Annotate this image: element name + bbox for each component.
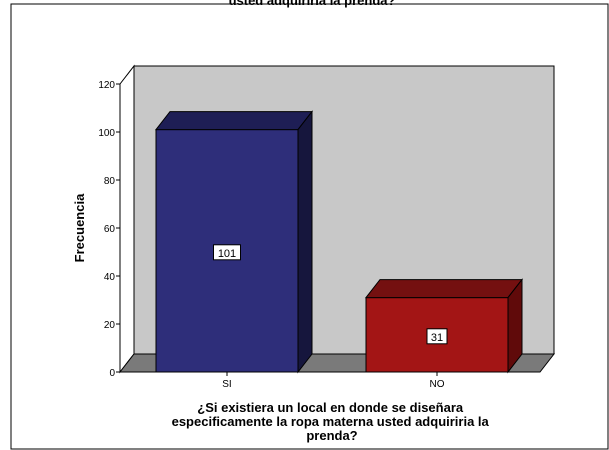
bar-side-0	[297, 110, 313, 374]
data-label-box-0	[213, 244, 241, 261]
x-axis-label: ¿Si existiera un local en donde se diseñ…	[172, 400, 493, 443]
y-tick-label-2: 40	[104, 272, 116, 283]
x-axis-label-line-3: prenda?	[306, 428, 357, 443]
bars: 101 31	[154, 110, 524, 374]
bar-si: 101	[154, 110, 314, 374]
y-tick-label-6: 120	[98, 80, 115, 91]
chart-title: usted adquiriria la prenda?	[229, 0, 396, 8]
x-tick-label-1: NO	[430, 379, 445, 390]
bar-side-1	[507, 278, 523, 374]
data-label-box-1	[426, 328, 448, 345]
x-tick-label-0: SI	[222, 379, 231, 390]
bar-front-0	[155, 129, 299, 373]
bar-no: 31	[364, 278, 524, 374]
data-label-1: 31	[431, 332, 443, 344]
x-axis-label-line-1: ¿Si existiera un local en donde se diseñ…	[197, 400, 464, 415]
data-label-0: 101	[218, 248, 236, 260]
bar-top-1	[364, 279, 524, 299]
x-axis-label-line-2: especificamente la ropa materna usted ad…	[172, 414, 490, 429]
y-tick-label-3: 60	[104, 224, 116, 235]
y-tick-label-0: 0	[109, 368, 115, 379]
y-axis-label: Frecuencia	[72, 193, 87, 262]
y-axis: 0 20 40 60 80 100 120	[98, 80, 121, 379]
bar-top-0	[154, 111, 314, 131]
y-tick-label-4: 80	[104, 176, 116, 187]
y-tick-label-1: 20	[104, 320, 116, 331]
left-wall	[119, 64, 135, 374]
y-tick-label-5: 100	[98, 128, 115, 139]
